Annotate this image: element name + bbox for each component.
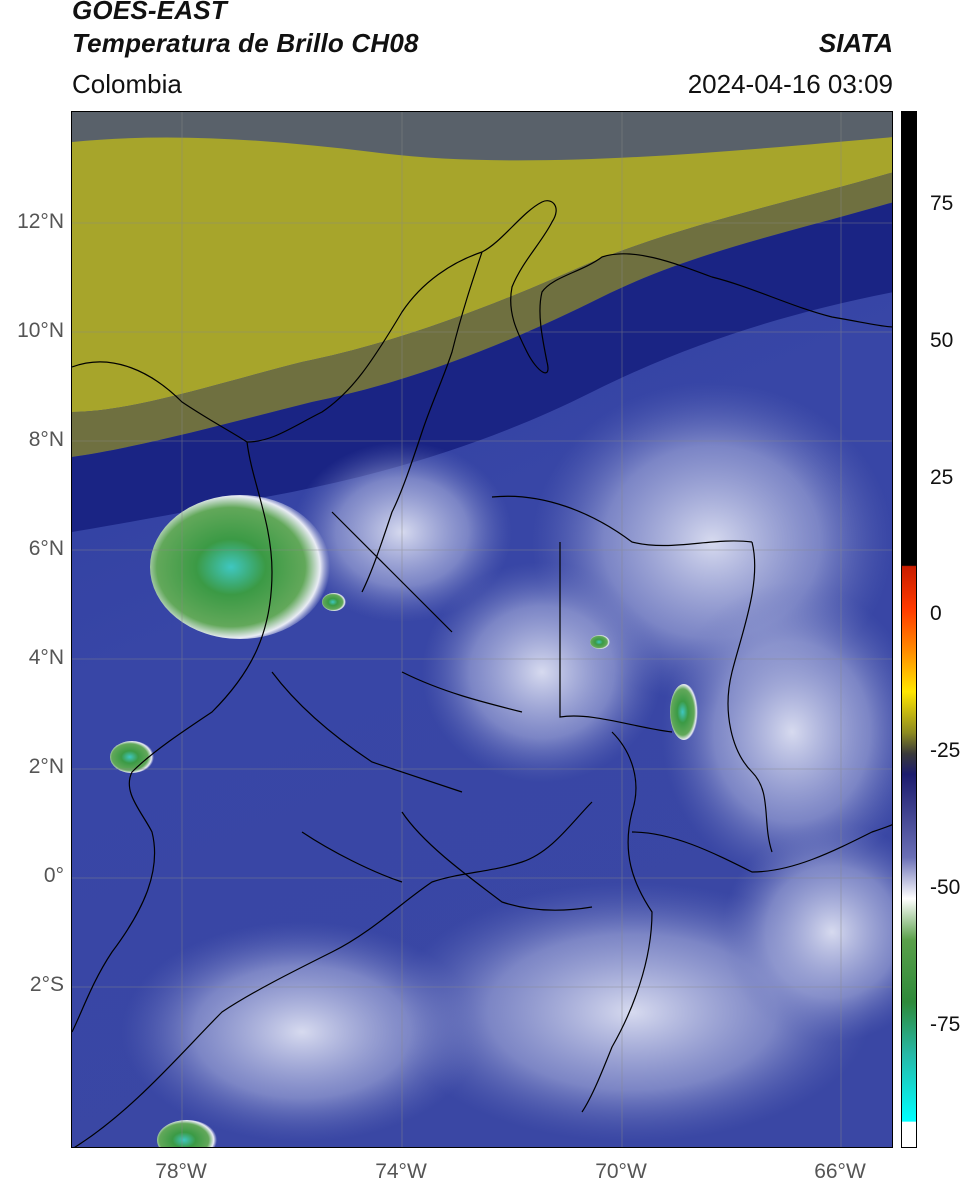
warm-band-edge: [72, 172, 892, 457]
lat-label-2n: 2°N: [28, 755, 64, 778]
lat-label-0: 0°: [43, 864, 64, 887]
colorbar-label-minus75: -75: [930, 1013, 961, 1036]
storm-small-1: [110, 741, 154, 773]
organization-label: SIATA: [818, 28, 893, 58]
storm-pacific: [150, 495, 330, 639]
colorbar-gradient: [902, 112, 916, 1147]
map-canvas: [72, 112, 892, 1147]
lat-label-12n: 12°N: [17, 210, 64, 233]
dark-band: [72, 202, 892, 532]
lon-label-70w: 70°W: [595, 1160, 647, 1183]
title-product: Temperatura de Brillo CH08: [72, 28, 419, 58]
timestamp-label: 2024-04-16 03:09: [687, 69, 893, 99]
borders: [72, 200, 892, 1147]
colorbar-label-minus25: -25: [930, 739, 961, 762]
lon-label-66w: 66°W: [814, 1160, 866, 1183]
lat-label-6n: 6°N: [28, 537, 64, 560]
graticule: [72, 112, 892, 1147]
lat-label-2s: 2°S: [29, 973, 64, 996]
colorbar-label-minus50: -50: [930, 876, 961, 899]
lon-label-78w: 78°W: [155, 1160, 207, 1183]
warm-band: [72, 112, 892, 412]
colorbar-label-75: 75: [930, 192, 954, 215]
lat-label-8n: 8°N: [28, 428, 64, 451]
satellite-map: [71, 111, 893, 1148]
colorbar: [901, 111, 917, 1148]
dark-top-band: [72, 112, 892, 161]
colorbar-label-0: 0: [930, 602, 942, 625]
storm-small-3: [670, 684, 698, 740]
cloud-center: [422, 562, 662, 782]
title-goes-east: GOES-EAST: [72, 0, 227, 25]
region-label: Colombia: [72, 69, 182, 99]
lat-label-10n: 10°N: [17, 319, 64, 342]
colorbar-label-25: 25: [930, 466, 954, 489]
storm-small-5: [590, 635, 610, 649]
storm-small-2: [157, 1120, 217, 1147]
storm-small-4: [322, 593, 346, 611]
cloud-southwest: [122, 922, 482, 1142]
cloud-east-2: [662, 582, 892, 882]
lat-label-4n: 4°N: [28, 646, 64, 669]
lon-label-74w: 74°W: [375, 1160, 427, 1183]
colorbar-label-50: 50: [930, 329, 954, 352]
